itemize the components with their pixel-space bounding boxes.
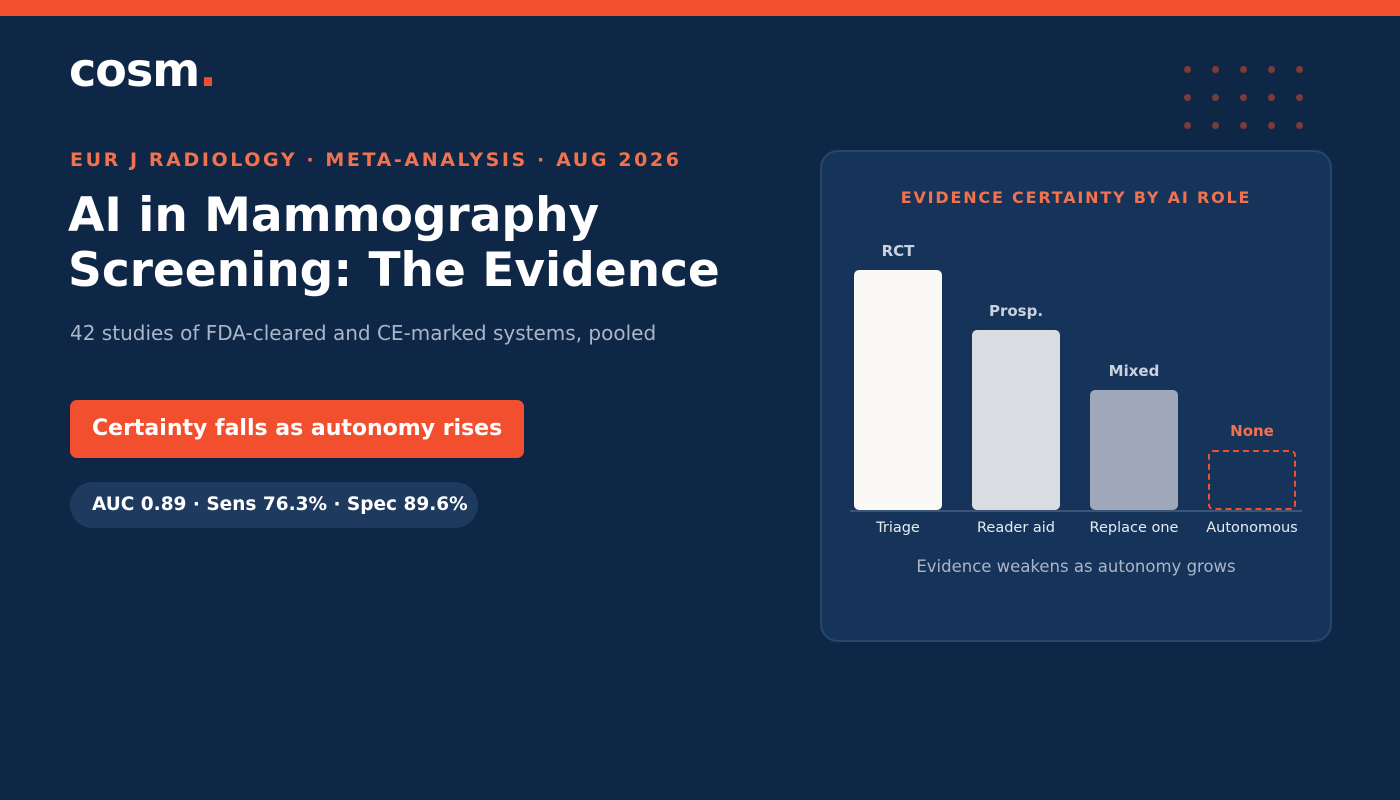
stats-badge: AUC 0.89 · Sens 76.3% · Spec 89.6%	[70, 482, 478, 528]
decorative-dot	[1296, 122, 1303, 129]
chart-card: EVIDENCE CERTAINTY BY AI ROLE Evidence w…	[820, 150, 1332, 642]
bar-triage	[854, 270, 942, 510]
bar-value-label: Prosp.	[988, 302, 1044, 320]
category-label: Reader aid	[976, 520, 1056, 536]
bar-value-label: Mixed	[1108, 362, 1160, 380]
bar-value-label: None	[1230, 422, 1274, 440]
decorative-dot	[1212, 66, 1219, 73]
decorative-dot	[1268, 66, 1275, 73]
bar-value-label: RCT	[881, 242, 915, 260]
top-accent-bar	[0, 0, 1400, 16]
decorative-dot	[1240, 122, 1247, 129]
eyebrow-text: EUR J RADIOLOGY · META-ANALYSIS · AUG 20…	[70, 149, 682, 171]
page-subtitle: 42 studies of FDA-cleared and CE-marked …	[70, 321, 657, 345]
decorative-dot	[1212, 122, 1219, 129]
category-label: Triage	[876, 520, 920, 536]
decorative-dot	[1184, 122, 1191, 129]
brand-name: cosm	[69, 43, 200, 97]
brand-dot: .	[199, 43, 217, 97]
chart-caption: Evidence weakens as autonomy grows	[916, 557, 1236, 576]
chart-baseline	[850, 510, 1302, 512]
cta-button[interactable]: Certainty falls as autonomy rises	[70, 400, 525, 458]
brand-logo: cosm.	[69, 43, 217, 97]
decorative-dot	[1184, 66, 1191, 73]
page-title: AI in Mammography Screening: The Evidenc…	[68, 188, 720, 298]
category-label: Replace one	[1089, 520, 1179, 536]
decorative-dot	[1212, 94, 1219, 101]
bar-reader-aid	[972, 330, 1060, 510]
decorative-dot	[1184, 94, 1191, 101]
decorative-dot	[1268, 94, 1275, 101]
decorative-dot	[1240, 94, 1247, 101]
decorative-dot	[1268, 122, 1275, 129]
bar-autonomous	[1208, 450, 1296, 510]
decorative-dot-grid	[1180, 62, 1320, 134]
decorative-dot	[1240, 66, 1247, 73]
decorative-dot	[1296, 94, 1303, 101]
category-label: Autonomous	[1206, 520, 1298, 536]
chart-title: EVIDENCE CERTAINTY BY AI ROLE	[900, 188, 1252, 207]
decorative-dot	[1296, 66, 1303, 73]
bar-replace-one	[1090, 390, 1178, 510]
